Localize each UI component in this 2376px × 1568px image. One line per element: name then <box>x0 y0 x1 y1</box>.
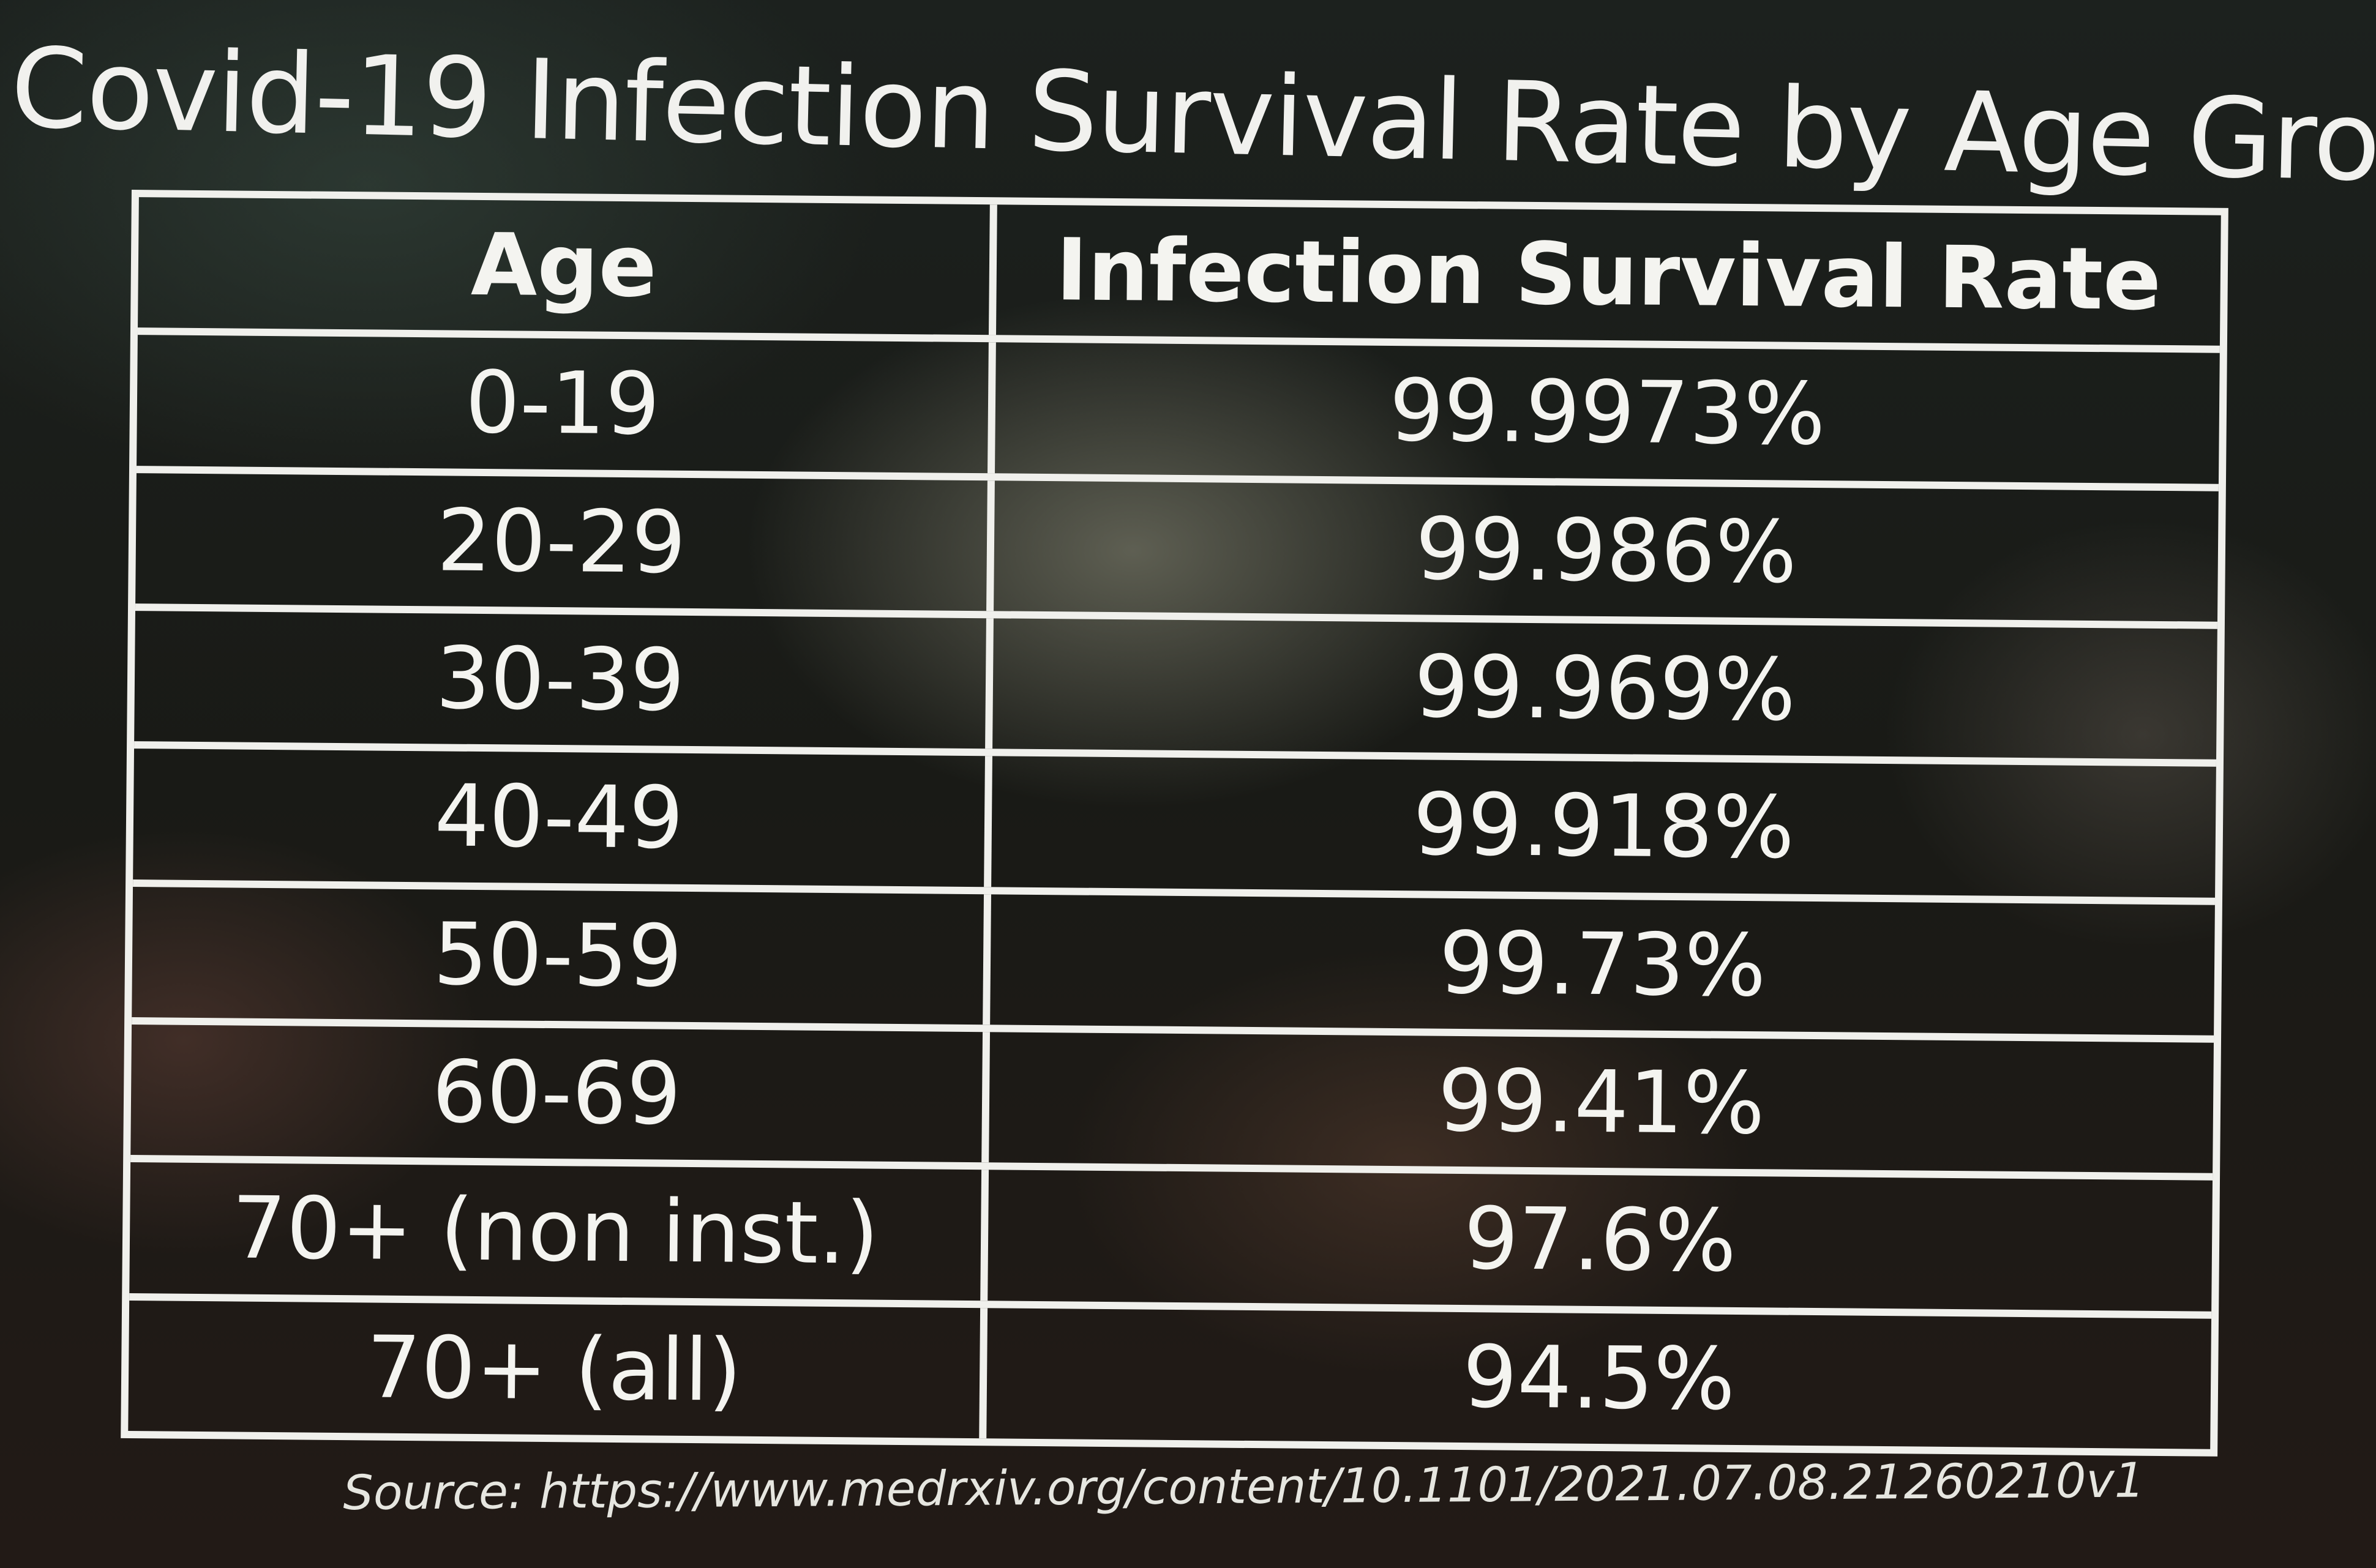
table-row: 50-59 99.73% <box>132 879 2216 1036</box>
column-header-age: Age <box>138 197 997 335</box>
table-header-row: Age Infection Survival Rate <box>138 197 2221 346</box>
rate-cell: 99.969% <box>1414 637 1796 741</box>
rate-cell: 97.6% <box>1463 1189 1737 1292</box>
rate-cell: 99.918% <box>1412 775 1795 879</box>
survival-rate-table: Age Infection Survival Rate 0-19 99.9973… <box>121 190 2228 1457</box>
page-title: Covid-19 Infection Survival Rate by Age … <box>9 24 2376 209</box>
age-cell: 70+ (non inst.) <box>129 1162 989 1301</box>
rate-cell: 99.9973% <box>1388 361 1826 465</box>
rate-cell: 99.73% <box>1438 913 1767 1017</box>
table-row: 70+ (all) 94.5% <box>128 1293 2212 1449</box>
table-row: 0-19 99.9973% <box>137 327 2220 484</box>
age-cell: 0-19 <box>137 335 996 473</box>
age-cell: 20-29 <box>135 472 995 611</box>
source-citation: Source: https://www.medrxiv.org/content/… <box>343 1453 2145 1521</box>
age-cell: 60-69 <box>130 1025 991 1163</box>
age-cell: 70+ (all) <box>128 1300 988 1439</box>
age-cell: 50-59 <box>132 886 992 1025</box>
rate-cell: 99.41% <box>1437 1051 1766 1154</box>
age-cell: 40-49 <box>133 749 992 887</box>
age-cell: 30-39 <box>134 611 994 749</box>
table-row: 20-29 99.986% <box>135 465 2219 622</box>
table-row: 70+ (non inst.) 97.6% <box>129 1155 2213 1312</box>
rate-cell: 94.5% <box>1462 1327 1736 1430</box>
table-row: 40-49 99.918% <box>133 741 2217 898</box>
table-row: 60-69 99.41% <box>130 1017 2214 1174</box>
table-row: 30-39 99.969% <box>134 603 2217 760</box>
column-header-rate: Infection Survival Rate <box>1055 220 2162 330</box>
rate-cell: 99.986% <box>1415 499 1797 603</box>
